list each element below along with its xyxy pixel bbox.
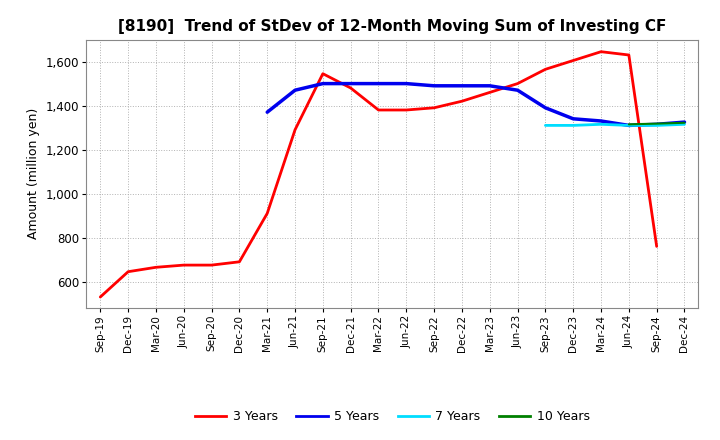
5 Years <box>318 81 327 86</box>
3 Years <box>152 264 161 270</box>
5 Years <box>263 110 271 115</box>
3 Years <box>652 244 661 249</box>
7 Years <box>597 121 606 127</box>
5 Years <box>597 118 606 124</box>
5 Years <box>346 81 355 86</box>
3 Years <box>597 49 606 54</box>
3 Years <box>318 71 327 76</box>
3 Years <box>263 211 271 216</box>
7 Years <box>624 123 633 128</box>
3 Years <box>124 269 132 275</box>
3 Years <box>458 99 467 104</box>
5 Years <box>652 121 661 127</box>
5 Years <box>541 105 550 110</box>
Line: 5 Years: 5 Years <box>267 84 685 125</box>
Title: [8190]  Trend of StDev of 12-Month Moving Sum of Investing CF: [8190] Trend of StDev of 12-Month Moving… <box>118 19 667 34</box>
3 Years <box>485 90 494 95</box>
3 Years <box>374 107 383 113</box>
3 Years <box>402 107 410 113</box>
5 Years <box>402 81 410 86</box>
5 Years <box>458 83 467 88</box>
7 Years <box>652 123 661 128</box>
5 Years <box>513 88 522 93</box>
7 Years <box>569 123 577 128</box>
Legend: 3 Years, 5 Years, 7 Years, 10 Years: 3 Years, 5 Years, 7 Years, 10 Years <box>190 405 595 428</box>
5 Years <box>374 81 383 86</box>
10 Years <box>680 120 689 125</box>
5 Years <box>624 123 633 128</box>
5 Years <box>569 116 577 121</box>
3 Years <box>430 105 438 110</box>
3 Years <box>291 127 300 132</box>
3 Years <box>513 81 522 86</box>
5 Years <box>485 83 494 88</box>
Y-axis label: Amount (million yen): Amount (million yen) <box>27 108 40 239</box>
5 Years <box>291 88 300 93</box>
3 Years <box>346 85 355 91</box>
Line: 10 Years: 10 Years <box>629 123 685 124</box>
3 Years <box>624 52 633 58</box>
Line: 3 Years: 3 Years <box>100 51 657 297</box>
10 Years <box>652 121 661 126</box>
3 Years <box>569 58 577 63</box>
7 Years <box>680 121 689 127</box>
3 Years <box>96 294 104 300</box>
10 Years <box>624 121 633 127</box>
Line: 7 Years: 7 Years <box>546 124 685 125</box>
3 Years <box>179 262 188 268</box>
5 Years <box>680 119 689 125</box>
3 Years <box>207 262 216 268</box>
3 Years <box>541 66 550 72</box>
7 Years <box>541 123 550 128</box>
5 Years <box>430 83 438 88</box>
3 Years <box>235 259 243 264</box>
